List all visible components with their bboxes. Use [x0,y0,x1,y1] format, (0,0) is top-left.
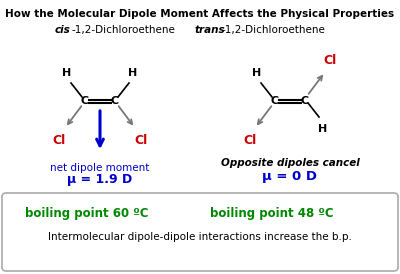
Text: -1,2-Dichloroethene: -1,2-Dichloroethene [72,25,176,35]
Text: cis: cis [55,25,71,35]
Text: C: C [81,96,89,106]
Text: H: H [128,68,138,78]
Text: H: H [318,124,328,134]
Text: How the Molecular Dipole Moment Affects the Physical Properties: How the Molecular Dipole Moment Affects … [6,9,394,19]
Text: trans: trans [195,25,226,35]
Text: Intermolecular dipole-dipole interactions increase the b.p.: Intermolecular dipole-dipole interaction… [48,232,352,242]
Text: Cl: Cl [323,54,337,67]
Text: C: C [111,96,119,106]
Text: H: H [252,68,262,78]
Text: C: C [301,96,309,106]
Text: C: C [271,96,279,106]
FancyBboxPatch shape [2,193,398,271]
Text: -1,2-Dichloroethene: -1,2-Dichloroethene [221,25,325,35]
Text: Opposite dipoles cancel: Opposite dipoles cancel [221,158,359,168]
Text: Cl: Cl [52,134,66,147]
Text: μ = 1.9 D: μ = 1.9 D [67,173,133,186]
Text: Cl: Cl [243,134,257,147]
Text: Cl: Cl [134,134,148,147]
Text: H: H [62,68,72,78]
Text: boiling point 60 ºC: boiling point 60 ºC [25,207,148,220]
Text: μ = 0 D: μ = 0 D [262,170,318,183]
Text: net dipole moment: net dipole moment [50,163,150,173]
Text: boiling point 48 ºC: boiling point 48 ºC [210,207,334,220]
